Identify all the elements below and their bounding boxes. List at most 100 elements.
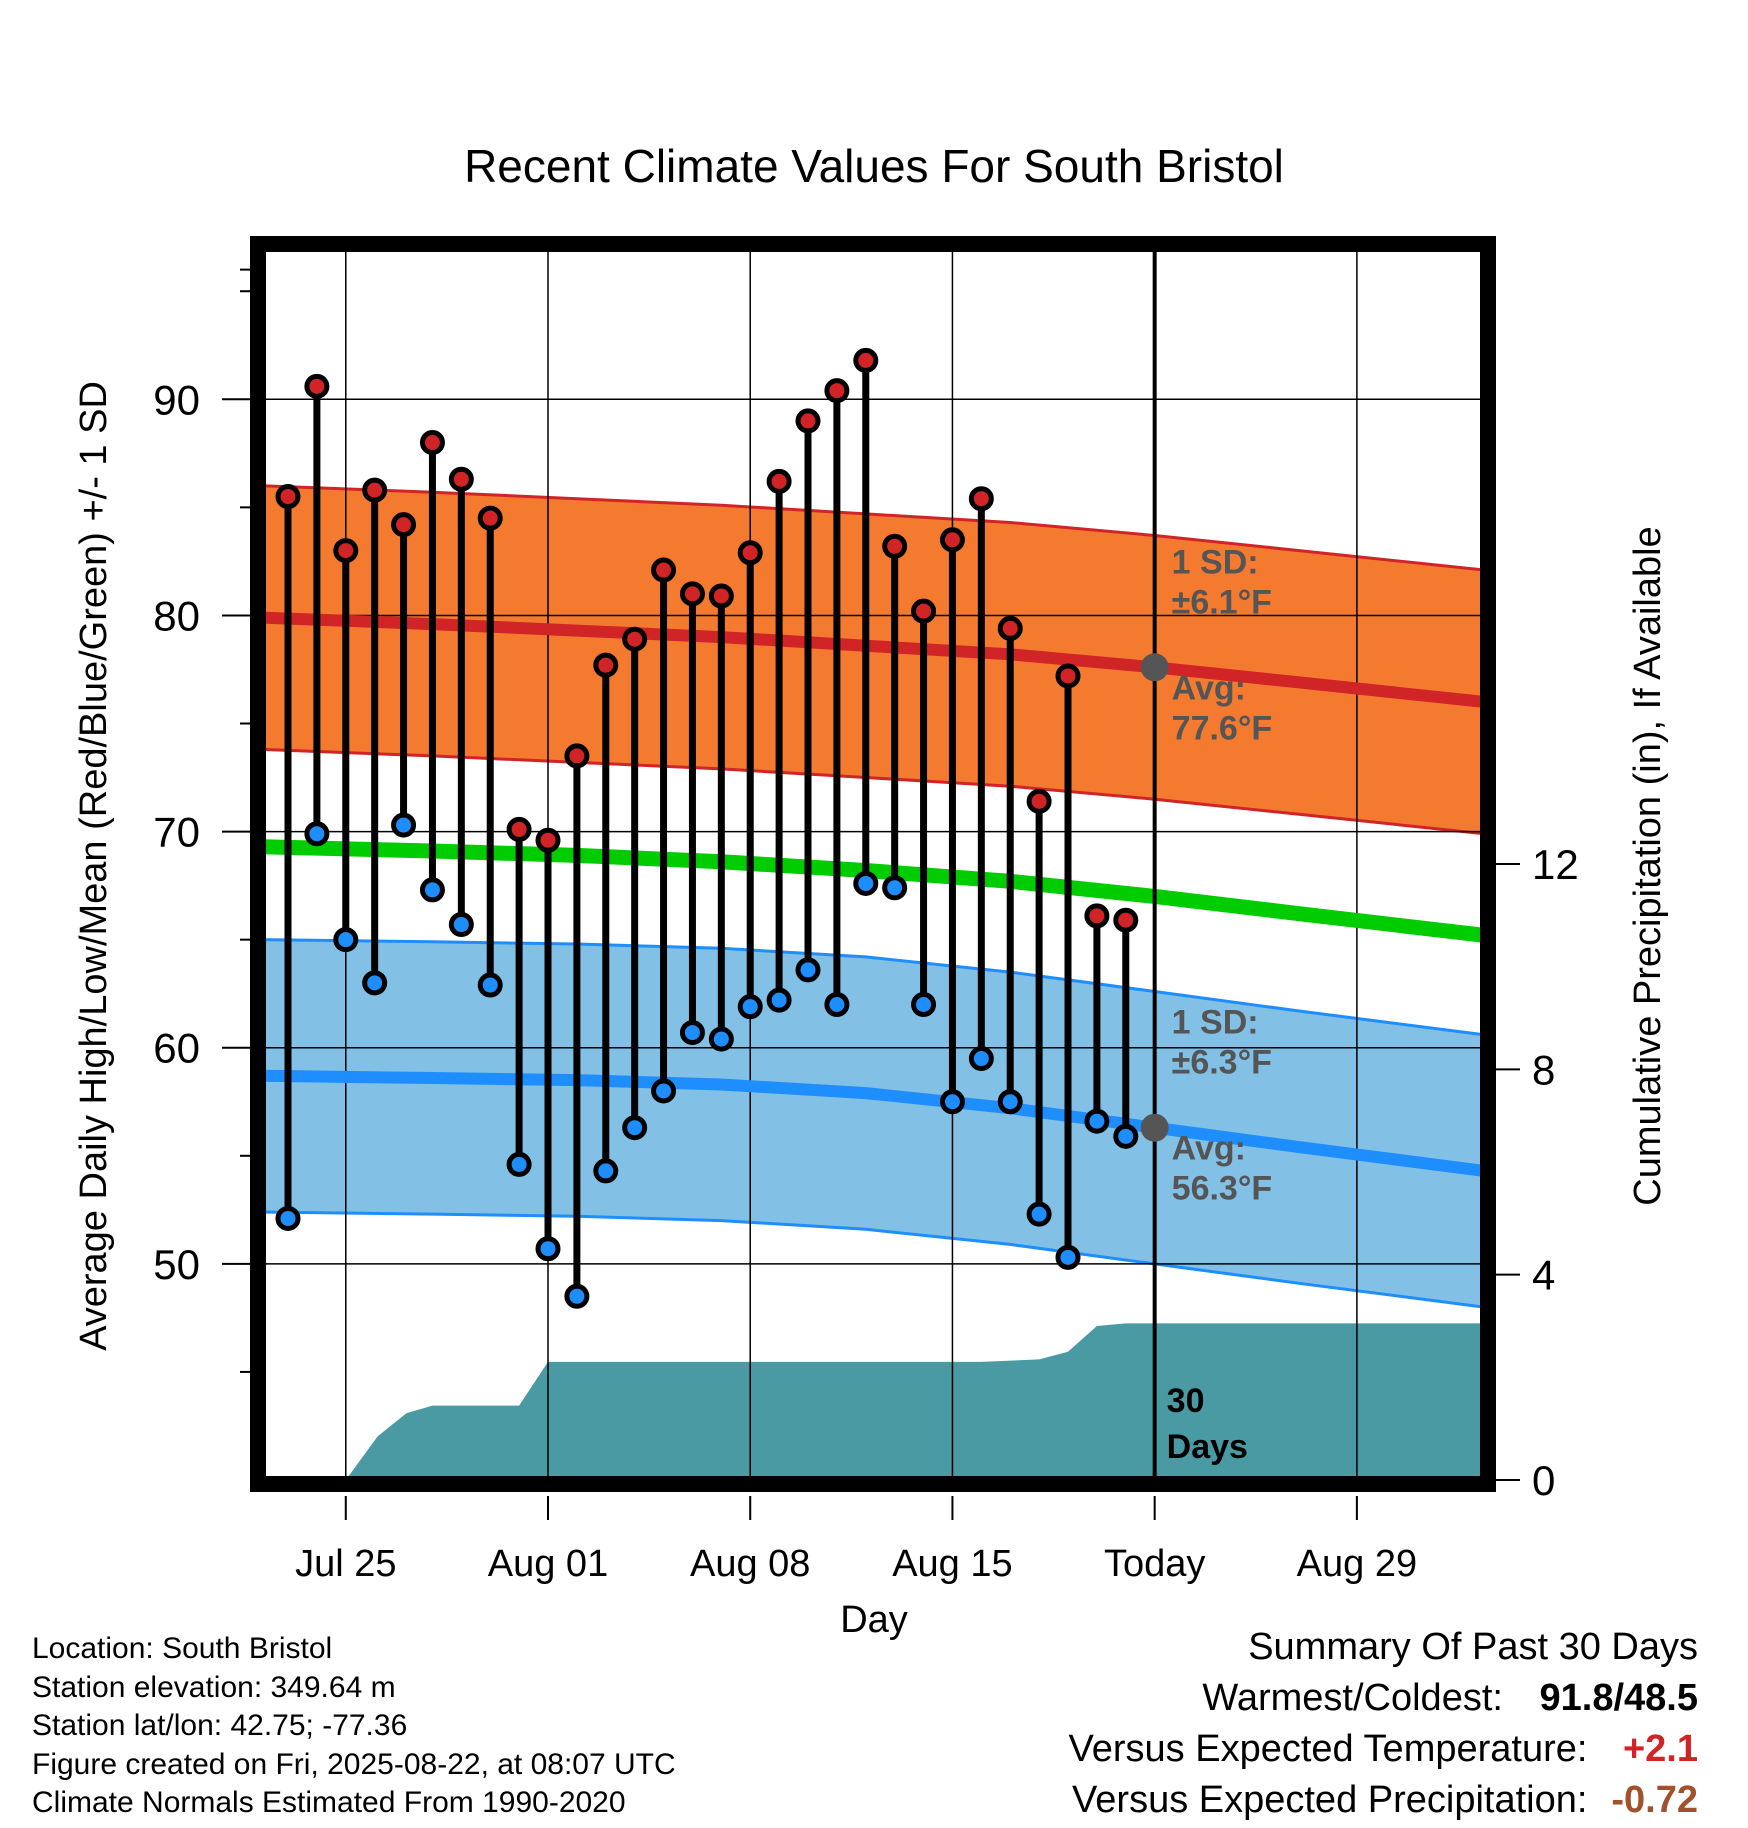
low-avg-label: Avg:: [1172, 1130, 1246, 1168]
daily-high-marker: [824, 378, 850, 404]
normals-text: Climate Normals Estimated From 1990-2020: [32, 1786, 626, 1819]
daily-high-marker: [853, 347, 879, 373]
high-sd-value: ±6.1°F: [1172, 583, 1272, 621]
daily-high-marker: [1113, 907, 1139, 933]
daily-high-marker: [564, 743, 590, 769]
daily-stems: [275, 347, 1139, 1309]
daily-high-marker: [766, 468, 792, 494]
daily-low-marker: [419, 877, 445, 903]
elevation-text: Station elevation: 349.64 m: [32, 1670, 396, 1704]
daily-high-marker: [477, 505, 503, 531]
x-tick-label: Aug 08: [690, 1543, 810, 1585]
daily-low-marker: [1026, 1201, 1052, 1227]
chart-title: Recent Climate Values For South Bristol: [464, 140, 1284, 192]
daily-high-marker: [1026, 788, 1052, 814]
normal-bands: [262, 484, 1484, 1309]
y2-tick-label: 0: [1532, 1457, 1555, 1504]
y-tick-label: 50: [153, 1241, 200, 1288]
today-days-label: Days: [1167, 1428, 1248, 1466]
daily-low-marker: [622, 1115, 648, 1141]
today-low-normal-marker: [1140, 1113, 1169, 1142]
high-avg-value: 77.6°F: [1172, 709, 1273, 747]
daily-high-marker: [737, 540, 763, 566]
plot-frame: [250, 236, 1496, 1492]
daily-low-marker: [679, 1020, 705, 1046]
low-sd-band: [262, 939, 1484, 1308]
daily-high-marker: [1055, 663, 1081, 689]
daily-low-marker: [535, 1236, 561, 1262]
x-tick-label: Aug 15: [892, 1543, 1012, 1585]
daily-low-marker: [911, 991, 937, 1017]
daily-low-marker: [1055, 1244, 1081, 1270]
daily-low-marker: [853, 870, 879, 896]
precipitation-area: [262, 1323, 1484, 1480]
daily-high-marker: [882, 533, 908, 559]
daily-low-marker: [882, 875, 908, 901]
warm-cold-value: 91.8/48.5: [1539, 1677, 1698, 1719]
low-avg-value: 56.3°F: [1172, 1170, 1273, 1208]
created-text: Figure created on Fri, 2025-08-22, at 08…: [32, 1747, 676, 1781]
precip-value: -0.72: [1611, 1779, 1698, 1821]
summary-temp: Versus Expected Temperature: +2.1: [1069, 1724, 1698, 1775]
daily-low-marker: [564, 1283, 590, 1309]
today-marker-group: [1140, 248, 1169, 1480]
daily-low-marker: [708, 1026, 734, 1052]
y2-axis-label: Cumulative Precipitation (in), If Availa…: [1627, 526, 1669, 1205]
daily-high-marker: [968, 486, 994, 512]
high-avg-label: Avg:: [1172, 669, 1246, 707]
daily-high-marker: [419, 430, 445, 456]
low-sd-value: ±6.3°F: [1172, 1044, 1272, 1082]
low-sd-label: 1 SD:: [1172, 1004, 1259, 1042]
x-tick-label: Jul 25: [295, 1543, 396, 1585]
today-days-count: 30: [1167, 1382, 1205, 1420]
temp-value: +2.1: [1622, 1728, 1698, 1770]
daily-low-marker: [968, 1046, 994, 1072]
daily-low-marker: [795, 957, 821, 983]
y-axis-label: Average Daily High/Low/Mean (Red/Blue/Gr…: [73, 381, 115, 1351]
summary-panel: Summary Of Past 30 Days Warmest/Coldest:…: [1069, 1622, 1698, 1826]
daily-high-marker: [535, 827, 561, 853]
latlon-text: Station lat/lon: 42.75; -77.36: [32, 1709, 408, 1742]
y-tick-label: 90: [153, 376, 200, 423]
station-info: Location: South Bristol Station elevatio…: [32, 1630, 676, 1823]
y-tick-label: 60: [153, 1025, 200, 1072]
daily-low-marker: [477, 972, 503, 998]
location-text: Location: South Bristol: [32, 1632, 333, 1665]
daily-low-marker: [593, 1158, 619, 1184]
daily-high-marker: [333, 538, 359, 564]
x-tick-label: Aug 01: [488, 1543, 608, 1585]
daily-high-marker: [939, 527, 965, 553]
daily-low-marker: [506, 1151, 532, 1177]
y2-tick-label: 8: [1532, 1046, 1555, 1093]
summary-warm-cold: Warmest/Coldest: 91.8/48.5: [1069, 1673, 1698, 1724]
daily-low-marker: [766, 987, 792, 1013]
summary-precip: Versus Expected Precipitation: -0.72: [1069, 1775, 1698, 1826]
daily-high-marker: [1084, 903, 1110, 929]
daily-high-marker: [362, 477, 388, 503]
plot-area: [262, 248, 1484, 1480]
daily-high-marker: [911, 598, 937, 624]
daily-high-marker: [795, 408, 821, 434]
daily-low-marker: [939, 1089, 965, 1115]
daily-low-marker: [824, 991, 850, 1017]
axes: 50 60 70 80 90 0 4 8 12 Jul 25 Aug 01 Aug 08 Aug 15 T…: [153, 268, 1579, 1585]
daily-low-marker: [651, 1078, 677, 1104]
daily-low-marker: [448, 912, 474, 938]
daily-low-marker: [1084, 1108, 1110, 1134]
normal-low-line: [262, 1069, 1484, 1177]
y2-tick-label: 4: [1532, 1252, 1555, 1299]
low-sd-lower-edge: [262, 1210, 1484, 1309]
daily-high-marker: [391, 512, 417, 538]
x-tick-label: Aug 29: [1297, 1543, 1417, 1585]
daily-low-marker: [333, 927, 359, 953]
precip-cumulative-area: [262, 1323, 1484, 1480]
daily-low-marker: [997, 1089, 1023, 1115]
daily-low-marker: [1113, 1123, 1139, 1149]
daily-high-marker: [708, 583, 734, 609]
daily-high-marker: [997, 615, 1023, 641]
high-sd-band: [262, 485, 1484, 834]
y-tick-label: 70: [153, 809, 200, 856]
x-axis-label: Day: [840, 1599, 908, 1641]
